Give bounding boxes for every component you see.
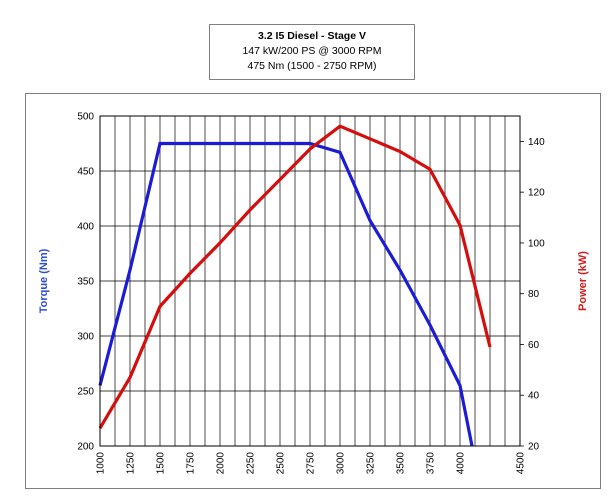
y-right-axis-label: Power (kW) (577, 251, 589, 311)
plot-area-border (99, 115, 521, 447)
y-left-tick-label: 400 (77, 222, 94, 233)
y-right-tick-label: 140 (528, 137, 545, 148)
tick-labels: 200 250 300 350 400 450 500 20 40 60 80 100 120 140 10… (77, 112, 545, 475)
y-left-tick-label: 250 (77, 387, 94, 398)
chart-frame (25, 93, 601, 489)
y-right-tick-label: 60 (528, 340, 540, 351)
grid-lines (100, 115, 520, 447)
y-left-tick-label: 200 (77, 442, 94, 453)
x-tick-label: 3000 (336, 452, 347, 475)
y-left-axis-label: Torque (Nm) (38, 248, 50, 313)
chart-title-line-2: 147 kW/200 PS @ 3000 RPM (242, 45, 382, 57)
y-right-tick-label: 80 (528, 289, 540, 300)
x-tick-label: 4500 (516, 452, 527, 475)
y-right-tick-label: 20 (528, 442, 540, 453)
x-tick-label: 1500 (156, 452, 167, 475)
chart-title-line-3: 475 Nm (1500 - 2750 RPM) (247, 60, 377, 72)
x-tick-label: 3250 (366, 452, 377, 475)
series-lines (98, 124, 492, 447)
y-left-tick-label: 450 (77, 167, 94, 178)
x-tick-label: 1750 (186, 452, 197, 475)
chart-title-line-1: 3.2 I5 Diesel - Stage V (258, 30, 366, 42)
x-tick-label: 3750 (426, 452, 437, 475)
y-left-tick-label: 300 (77, 332, 94, 343)
y-right-tick-label: 120 (528, 188, 545, 199)
y-right-tick-label: 40 (528, 391, 540, 402)
x-tick-label: 2750 (306, 452, 317, 475)
power-series-line (98, 124, 492, 430)
x-tick-label: 1250 (126, 452, 137, 475)
x-tick-label: 3500 (396, 452, 407, 475)
x-tick-label: 2500 (276, 452, 287, 475)
x-tick-label: 1000 (96, 452, 107, 475)
y-left-tick-label: 350 (77, 277, 94, 288)
x-tick-label: 2250 (246, 452, 257, 475)
torque-series-line (98, 141, 474, 447)
x-tick-label: 2000 (216, 452, 227, 475)
chart-title-box: 3.2 I5 Diesel - Stage V 147 kW/200 PS @ … (209, 24, 415, 80)
x-tick-label: 4000 (456, 452, 467, 475)
y-right-tick-label: 100 (528, 238, 545, 249)
y-left-tick-label: 500 (77, 112, 94, 123)
